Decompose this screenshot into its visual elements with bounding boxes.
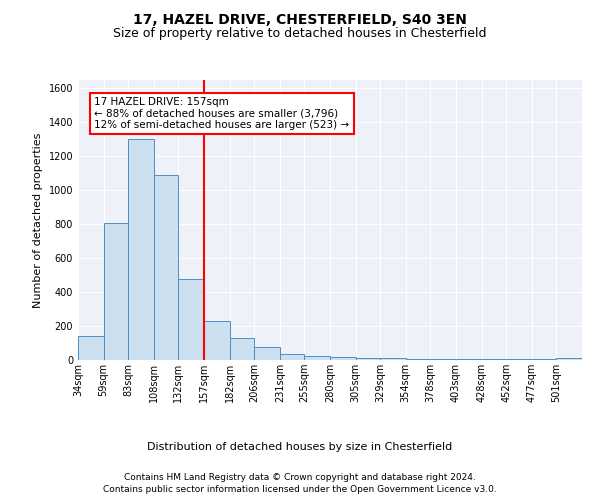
Bar <box>356 358 380 360</box>
Text: 17 HAZEL DRIVE: 157sqm
← 88% of detached houses are smaller (3,796)
12% of semi-: 17 HAZEL DRIVE: 157sqm ← 88% of detached… <box>94 97 350 130</box>
Bar <box>506 359 532 360</box>
Text: Size of property relative to detached houses in Chesterfield: Size of property relative to detached ho… <box>113 28 487 40</box>
Bar <box>78 336 104 360</box>
Bar <box>330 358 356 360</box>
Bar <box>482 359 506 360</box>
Bar <box>430 359 456 360</box>
Text: Contains HM Land Registry data © Crown copyright and database right 2024.: Contains HM Land Registry data © Crown c… <box>124 472 476 482</box>
Text: Contains public sector information licensed under the Open Government Licence v3: Contains public sector information licen… <box>103 485 497 494</box>
Bar <box>178 278 204 360</box>
Text: 17, HAZEL DRIVE, CHESTERFIELD, S40 3EN: 17, HAZEL DRIVE, CHESTERFIELD, S40 3EN <box>133 12 467 26</box>
Bar <box>204 321 230 360</box>
Y-axis label: Number of detached properties: Number of detached properties <box>33 132 43 308</box>
Bar <box>556 358 582 360</box>
Bar <box>128 140 154 360</box>
Bar <box>406 359 430 360</box>
Bar <box>254 348 280 360</box>
Bar <box>104 222 128 360</box>
Bar <box>230 338 254 360</box>
Bar <box>532 359 556 360</box>
Bar <box>304 356 330 360</box>
Bar <box>380 358 406 360</box>
Text: Distribution of detached houses by size in Chesterfield: Distribution of detached houses by size … <box>148 442 452 452</box>
Bar <box>154 175 178 360</box>
Bar <box>456 359 482 360</box>
Bar <box>280 354 304 360</box>
